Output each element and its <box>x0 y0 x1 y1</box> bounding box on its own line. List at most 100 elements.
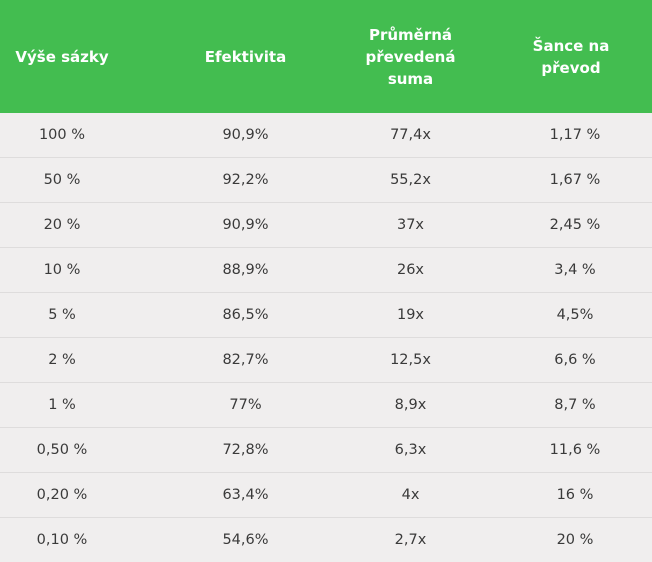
table-cell: 12,5x <box>323 338 498 382</box>
cell-value: 1,67 % <box>549 172 601 188</box>
table-cell: 90,9% <box>168 113 323 157</box>
cell-value: 26x <box>396 262 425 278</box>
cell-value: 8,7 % <box>554 397 596 413</box>
table-cell: 0,20 % <box>0 473 168 517</box>
table-cell: 20 % <box>0 203 168 247</box>
cell-value: 82,7% <box>222 352 269 368</box>
cell-value: 37x <box>396 217 425 233</box>
table-cell: 26x <box>323 248 498 292</box>
table-cell: 6,3x <box>323 428 498 472</box>
table-cell: 77,4x <box>323 113 498 157</box>
table-cell: 63,4% <box>168 473 323 517</box>
table-cell: 8,9x <box>323 383 498 427</box>
table-cell: 54,6% <box>168 518 323 562</box>
cell-value: 1,17 % <box>549 127 601 143</box>
table-row: 0,10 % 54,6% 2,7x 20 % <box>0 518 652 562</box>
table-body: 100 % 90,9% 77,4x 1,17 % 50 % 92,2% 55,2x 1,67 … <box>0 113 652 562</box>
cell-value: 3,4 % <box>554 262 596 278</box>
table-cell: 82,7% <box>168 338 323 382</box>
table-cell: 1,17 % <box>498 113 652 157</box>
cell-value: 86,5% <box>222 307 269 323</box>
header-cell-average-converted-amount: Průměrná převedená suma <box>323 0 498 113</box>
header-label: Šance na převod <box>532 36 610 77</box>
cell-value: 77,4x <box>390 127 431 143</box>
table-cell: 55,2x <box>323 158 498 202</box>
cell-value: 88,9% <box>222 262 269 278</box>
cell-value: 10 % <box>43 262 81 278</box>
table-cell: 11,6 % <box>498 428 652 472</box>
header-label: Výše sázky <box>15 47 109 66</box>
header-label: Průměrná převedená suma <box>365 25 456 88</box>
cell-value: 50 % <box>43 172 81 188</box>
cell-value: 2,7x <box>394 532 427 548</box>
cell-value: 0,20 % <box>36 487 88 503</box>
cell-value: 90,9% <box>222 217 269 233</box>
table-cell: 0,10 % <box>0 518 168 562</box>
cell-value: 11,6 % <box>549 442 601 458</box>
table-cell: 10 % <box>0 248 168 292</box>
table-cell: 1,67 % <box>498 158 652 202</box>
cell-value: 16 % <box>556 487 594 503</box>
cell-value: 8,9x <box>394 397 427 413</box>
cell-value: 2 % <box>48 352 76 368</box>
cell-value: 2,45 % <box>549 217 601 233</box>
table-row: 1 % 77% 8,9x 8,7 % <box>0 383 652 428</box>
cell-value: 92,2% <box>222 172 269 188</box>
table-cell: 50 % <box>0 158 168 202</box>
table-cell: 4,5% <box>498 293 652 337</box>
table-cell: 100 % <box>0 113 168 157</box>
cell-value: 4x <box>401 487 420 503</box>
table-row: 100 % 90,9% 77,4x 1,17 % <box>0 113 652 158</box>
table-cell: 72,8% <box>168 428 323 472</box>
cell-value: 100 % <box>38 127 86 143</box>
header-cell-conversion-chance: Šance na převod <box>498 0 652 113</box>
table-cell: 0,50 % <box>0 428 168 472</box>
cell-value: 19x <box>396 307 425 323</box>
cell-value: 72,8% <box>222 442 269 458</box>
table-cell: 1 % <box>0 383 168 427</box>
cell-value: 0,50 % <box>36 442 88 458</box>
cell-value: 4,5% <box>556 307 594 323</box>
cell-value: 77% <box>229 397 262 413</box>
header-cell-bet-size: Výše sázky <box>0 0 168 113</box>
table-cell: 2,7x <box>323 518 498 562</box>
cell-value: 90,9% <box>222 127 269 143</box>
table-cell: 8,7 % <box>498 383 652 427</box>
table-row: 5 % 86,5% 19x 4,5% <box>0 293 652 338</box>
header-cell-efficiency: Efektivita <box>168 0 323 113</box>
table-row: 50 % 92,2% 55,2x 1,67 % <box>0 158 652 203</box>
cell-value: 63,4% <box>222 487 269 503</box>
table-cell: 86,5% <box>168 293 323 337</box>
header-label: Efektivita <box>204 47 287 66</box>
cell-value: 20 % <box>43 217 81 233</box>
table-cell: 2,45 % <box>498 203 652 247</box>
table-cell: 77% <box>168 383 323 427</box>
table-cell: 2 % <box>0 338 168 382</box>
cell-value: 0,10 % <box>36 532 88 548</box>
table-cell: 16 % <box>498 473 652 517</box>
table-cell: 88,9% <box>168 248 323 292</box>
table-cell: 5 % <box>0 293 168 337</box>
cell-value: 54,6% <box>222 532 269 548</box>
table-row: 0,20 % 63,4% 4x 16 % <box>0 473 652 518</box>
cell-value: 6,6 % <box>554 352 596 368</box>
table-row: 0,50 % 72,8% 6,3x 11,6 % <box>0 428 652 473</box>
table-cell: 20 % <box>498 518 652 562</box>
cell-value: 12,5x <box>390 352 431 368</box>
cell-value: 20 % <box>556 532 594 548</box>
table-header: Výše sázky Efektivita Průměrná převedená… <box>0 0 652 113</box>
cell-value: 6,3x <box>394 442 427 458</box>
table-cell: 19x <box>323 293 498 337</box>
table-row: 20 % 90,9% 37x 2,45 % <box>0 203 652 248</box>
cell-value: 1 % <box>48 397 76 413</box>
table-cell: 92,2% <box>168 158 323 202</box>
table-cell: 4x <box>323 473 498 517</box>
table-cell: 6,6 % <box>498 338 652 382</box>
table-row: 2 % 82,7% 12,5x 6,6 % <box>0 338 652 383</box>
table-row: 10 % 88,9% 26x 3,4 % <box>0 248 652 293</box>
cell-value: 5 % <box>48 307 76 323</box>
cell-value: 55,2x <box>390 172 431 188</box>
table-cell: 90,9% <box>168 203 323 247</box>
table-cell: 37x <box>323 203 498 247</box>
